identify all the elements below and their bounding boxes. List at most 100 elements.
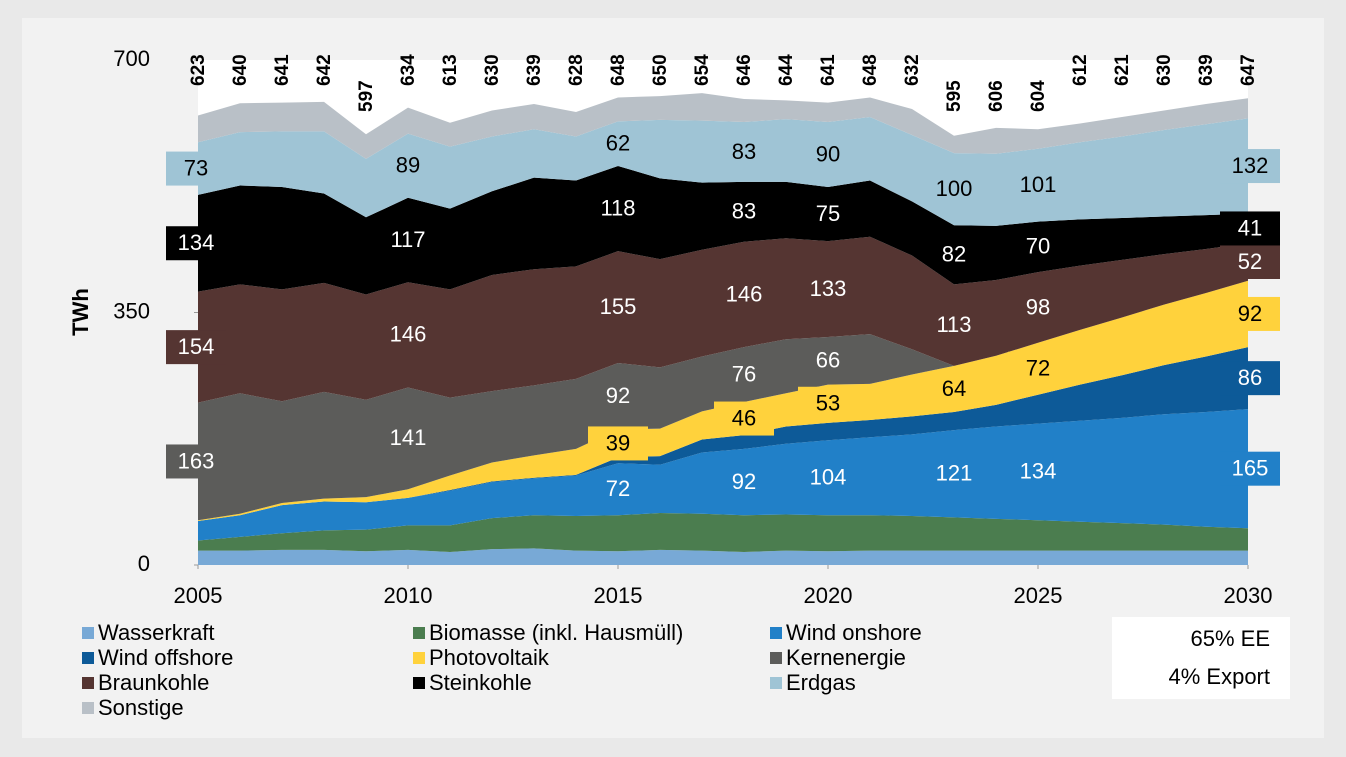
total-label: 648 [860, 54, 881, 86]
total-label: 604 [1028, 80, 1049, 112]
data-label: 72 [1026, 356, 1050, 381]
data-label: 52 [1238, 249, 1262, 274]
total-label: 597 [356, 80, 377, 112]
data-label: 118 [600, 195, 635, 220]
legend-swatch [770, 677, 782, 689]
legend-swatch [413, 652, 425, 664]
total-label: 634 [398, 54, 419, 86]
legend-swatch [770, 652, 782, 664]
data-label: 76 [732, 361, 756, 386]
area [198, 236, 1248, 403]
y-axis-label: TWh [68, 288, 93, 336]
area [198, 548, 1248, 565]
x-tick-label: 2030 [1224, 583, 1273, 608]
data-label: 121 [936, 461, 973, 486]
total-label: 654 [692, 54, 713, 86]
data-label: 113 [936, 312, 971, 337]
area [198, 93, 1248, 159]
total-label: 639 [524, 54, 545, 86]
x-tick-label: 2025 [1014, 583, 1063, 608]
data-label: 86 [1238, 365, 1262, 390]
total-label: 613 [440, 54, 461, 86]
label-box [1220, 211, 1280, 246]
total-label: 647 [1238, 54, 1259, 86]
total-label: 642 [314, 54, 335, 86]
legend-label: Braunkohle [98, 670, 209, 695]
legend-swatch [770, 627, 782, 639]
label-box [798, 386, 858, 421]
total-label: 644 [776, 54, 797, 86]
total-label: 612 [1070, 54, 1091, 86]
data-label: 39 [606, 430, 630, 455]
label-box [1220, 245, 1280, 279]
data-label: 100 [936, 176, 973, 201]
total-label: 630 [1154, 54, 1175, 86]
data-label: 66 [816, 348, 840, 373]
legend-swatch [82, 627, 94, 639]
total-label: 606 [986, 80, 1007, 112]
data-label: 98 [1026, 294, 1050, 319]
data-label: 104 [810, 465, 847, 490]
label-box [588, 426, 648, 461]
x-tick-label: 2005 [174, 583, 223, 608]
x-tick-label: 2010 [384, 583, 433, 608]
legend-swatch [413, 627, 425, 639]
total-label: 632 [902, 54, 923, 86]
annotation: 4% Export [1169, 664, 1271, 689]
data-label: 90 [816, 141, 840, 166]
data-label: 83 [732, 199, 756, 224]
y-tick-label: 0 [138, 551, 150, 576]
data-label: 146 [726, 281, 763, 306]
data-label: 146 [390, 322, 427, 347]
total-label: 641 [818, 54, 839, 86]
total-label: 630 [482, 54, 503, 86]
legend-label: Erdgas [786, 670, 856, 695]
legend-swatch [82, 677, 94, 689]
data-label: 92 [1238, 301, 1262, 326]
total-label: 641 [272, 54, 293, 86]
total-label: 621 [1112, 54, 1133, 86]
data-label: 134 [178, 230, 215, 255]
legend-label: Wind onshore [786, 620, 922, 645]
x-tick-label: 2020 [804, 583, 853, 608]
data-label: 141 [390, 425, 427, 450]
legend-label: Wasserkraft [98, 620, 215, 645]
total-label: 646 [734, 54, 755, 86]
total-label: 639 [1196, 54, 1217, 86]
data-label: 101 [1020, 172, 1057, 197]
area [198, 116, 1248, 226]
total-label: 595 [944, 80, 965, 112]
data-label: 163 [178, 448, 215, 473]
total-label: 628 [566, 54, 587, 86]
legend-swatch [413, 677, 425, 689]
total-label: 650 [650, 54, 671, 86]
legend-label: Steinkohle [429, 670, 532, 695]
total-label: 640 [230, 54, 251, 86]
data-label: 41 [1238, 215, 1262, 240]
label-box [166, 444, 226, 479]
label-box [1220, 149, 1280, 184]
legend-swatch [82, 652, 94, 664]
data-label: 92 [732, 469, 756, 494]
x-tick-label: 2015 [594, 583, 643, 608]
total-label: 623 [188, 54, 209, 86]
data-label: 165 [1232, 456, 1269, 481]
data-label: 89 [396, 153, 420, 178]
annotation: 65% EE [1191, 626, 1271, 651]
area [198, 409, 1248, 541]
data-label: 75 [816, 201, 840, 226]
data-label: 133 [810, 276, 847, 301]
y-tick-label: 350 [113, 298, 150, 323]
data-label: 73 [184, 155, 208, 180]
annotation-box [1112, 617, 1290, 699]
data-label: 154 [178, 334, 215, 359]
data-label: 83 [732, 139, 756, 164]
label-box [166, 151, 226, 186]
data-label: 62 [606, 130, 630, 155]
y-tick-label: 700 [113, 46, 150, 71]
data-label: 92 [606, 383, 630, 408]
area [198, 166, 1248, 295]
data-label: 70 [1026, 234, 1050, 259]
label-box [166, 226, 226, 261]
